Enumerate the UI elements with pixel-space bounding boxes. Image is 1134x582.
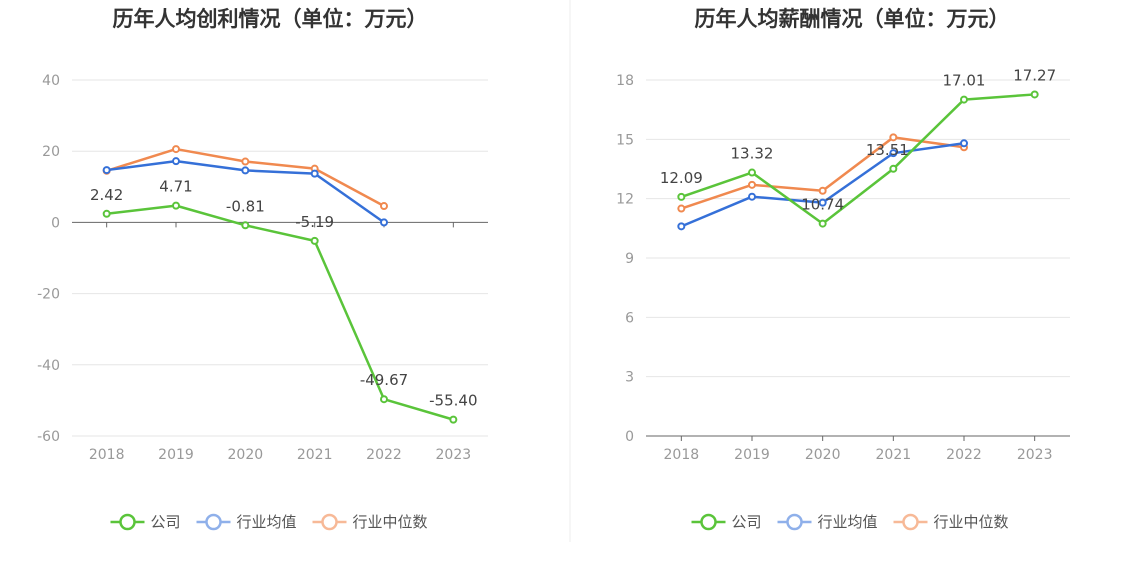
data-label: 17.01 <box>943 72 986 90</box>
y-tick-label: 20 <box>42 144 60 160</box>
series-line <box>106 204 454 421</box>
data-point[interactable] <box>1030 90 1039 99</box>
data-label: -49.67 <box>360 371 408 389</box>
data-label: 13.51 <box>866 141 909 159</box>
legend-marker-icon <box>786 513 803 531</box>
x-tick-label: 2020 <box>228 447 264 463</box>
data-label: 4.71 <box>159 178 192 196</box>
x-tick-label: 2021 <box>297 447 333 463</box>
legend-item[interactable]: 行业均值 <box>777 513 878 531</box>
data-point[interactable] <box>241 166 250 175</box>
legend-label: 公司 <box>732 513 762 531</box>
data-label: -0.81 <box>226 197 265 215</box>
x-tick-label: 2020 <box>805 447 841 463</box>
data-point[interactable] <box>677 192 686 201</box>
y-tick-label: 9 <box>625 251 634 267</box>
data-point[interactable] <box>380 202 388 211</box>
data-label: 17.27 <box>1013 66 1056 84</box>
legend-label: 公司 <box>151 513 181 531</box>
data-point[interactable] <box>380 395 388 404</box>
data-point[interactable] <box>102 209 111 218</box>
chart-title: 历年人均创利情况（单位：万元） <box>113 7 428 31</box>
y-tick-label: -60 <box>37 429 60 445</box>
data-point[interactable] <box>102 166 111 175</box>
data-point[interactable] <box>172 145 180 154</box>
chart-title: 历年人均薪酬情况（单位：万元） <box>695 7 1010 31</box>
y-tick-label: 18 <box>616 73 634 89</box>
data-point[interactable] <box>748 168 756 177</box>
chart-profit-per-capita: 历年人均创利情况（单位：万元） 40 20 0 -20 -40 -60 2018 2019 202… <box>37 7 488 531</box>
data-point[interactable] <box>241 157 250 166</box>
y-tick-label: -20 <box>37 287 60 303</box>
data-point[interactable] <box>241 221 250 230</box>
y-tick-label: 40 <box>42 73 60 89</box>
y-tick-label: 3 <box>625 370 634 386</box>
data-label: -5.19 <box>295 213 334 231</box>
legend-marker-icon <box>321 513 338 531</box>
x-tick-label: 2021 <box>876 447 912 463</box>
data-point[interactable] <box>310 169 319 178</box>
legend-marker-icon <box>205 513 222 531</box>
legend-label: 行业均值 <box>818 513 878 531</box>
data-label: 10.74 <box>801 196 844 214</box>
legend-marker-icon <box>700 513 717 531</box>
legend-label: 行业中位数 <box>934 513 1009 531</box>
data-point[interactable] <box>889 133 898 142</box>
legend-label: 行业均值 <box>237 513 297 531</box>
legend-marker-icon <box>902 513 919 531</box>
y-tick-label: -40 <box>37 358 60 374</box>
data-point[interactable] <box>748 192 756 201</box>
series-line <box>680 93 1035 225</box>
y-tick-label: 6 <box>625 310 634 326</box>
y-tick-label: 12 <box>616 192 634 208</box>
data-point[interactable] <box>748 180 756 189</box>
data-point[interactable] <box>677 204 686 213</box>
data-point[interactable] <box>818 198 827 207</box>
series-line <box>680 142 965 228</box>
x-tick-label: 2019 <box>734 447 770 463</box>
data-point[interactable] <box>310 236 319 245</box>
legend-label: 行业中位数 <box>353 513 428 531</box>
legend-item[interactable]: 行业中位数 <box>893 513 1009 531</box>
data-point[interactable] <box>889 164 898 173</box>
data-point[interactable] <box>172 157 180 166</box>
data-point[interactable] <box>960 95 968 104</box>
data-point[interactable] <box>818 219 827 228</box>
y-tick-label: 0 <box>51 215 60 231</box>
x-tick-label: 2018 <box>89 447 125 463</box>
x-tick-label: 2022 <box>946 447 982 463</box>
data-label: 13.32 <box>731 145 774 163</box>
x-tick-label: 2023 <box>1017 447 1053 463</box>
legend-item[interactable]: 行业中位数 <box>312 513 428 531</box>
data-point[interactable] <box>818 186 827 195</box>
legend-item[interactable]: 行业均值 <box>196 513 297 531</box>
chart-salary-per-capita: 历年人均薪酬情况（单位：万元） 18 15 12 9 6 3 0 2018 2019 2020 202… <box>616 7 1070 531</box>
legend-item[interactable]: 公司 <box>110 513 181 531</box>
data-point[interactable] <box>677 222 686 231</box>
data-point[interactable] <box>889 149 898 158</box>
x-tick-label: 2018 <box>664 447 700 463</box>
y-tick-label: 0 <box>625 429 634 445</box>
y-tick-label: 15 <box>616 132 634 148</box>
x-tick-label: 2022 <box>366 447 402 463</box>
data-label: 12.09 <box>660 169 703 187</box>
data-label: -55.40 <box>429 392 477 410</box>
data-label: 2.42 <box>90 186 123 204</box>
legend-marker-icon <box>119 513 136 531</box>
x-tick-label: 2019 <box>158 447 194 463</box>
data-point[interactable] <box>449 415 458 424</box>
data-point[interactable] <box>960 139 968 148</box>
x-tick-label: 2023 <box>436 447 472 463</box>
legend-item[interactable]: 公司 <box>691 513 762 531</box>
data-point[interactable] <box>172 201 180 210</box>
data-point[interactable] <box>380 218 388 227</box>
